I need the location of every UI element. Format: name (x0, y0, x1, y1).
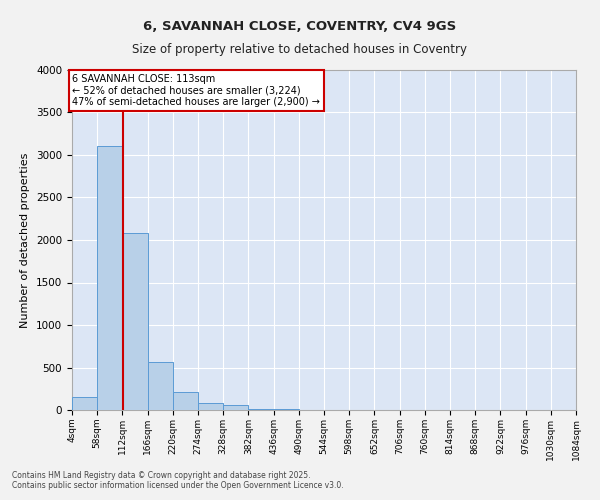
Bar (122, 233, 148, 410)
Bar (248, 408, 274, 410)
Text: 6, SAVANNAH CLOSE, COVENTRY, CV4 9GS: 6, SAVANNAH CLOSE, COVENTRY, CV4 9GS (143, 20, 457, 33)
Text: Size of property relative to detached houses in Coventry: Size of property relative to detached ho… (133, 42, 467, 56)
Text: Contains HM Land Registry data © Crown copyright and database right 2025.
Contai: Contains HM Land Registry data © Crown c… (12, 470, 344, 490)
Bar (97, 146, 122, 410)
Bar (148, 362, 173, 410)
Bar (223, 406, 248, 410)
Y-axis label: Number of detached properties: Number of detached properties (20, 152, 31, 328)
Text: 6 SAVANNAH CLOSE: 113sqm
← 52% of detached houses are smaller (3,224)
47% of sem: 6 SAVANNAH CLOSE: 113sqm ← 52% of detach… (73, 74, 320, 108)
Bar (198, 403, 223, 410)
Bar (72, 397, 97, 410)
Bar (173, 392, 198, 410)
